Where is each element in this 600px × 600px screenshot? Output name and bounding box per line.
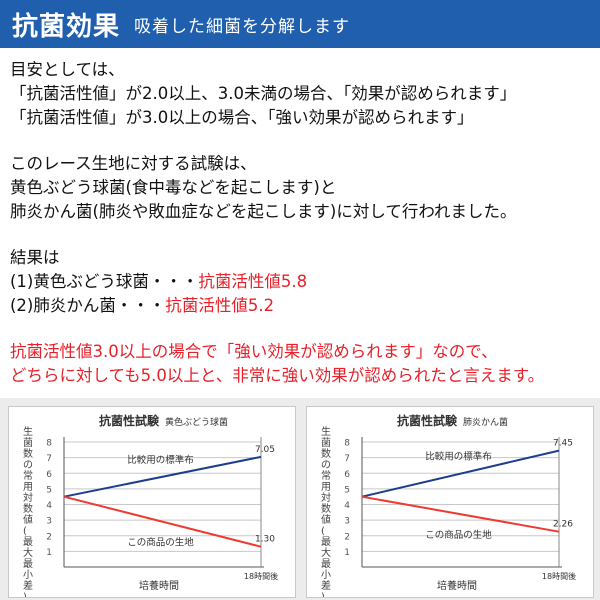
series-end-value: 2.26 bbox=[553, 520, 573, 530]
result-line-1: (1)黄色ぶどう球菌・・・抗菌活性値5.8 bbox=[10, 270, 595, 294]
x-end-tick-label: 18時間後 bbox=[244, 571, 278, 581]
y-tick-label: 1 bbox=[46, 548, 52, 558]
page-title: 抗菌効果 bbox=[12, 11, 121, 42]
y-tick-label: 5 bbox=[344, 485, 350, 495]
text-line: 黄色ぶどう球菌(食中毒などを起こします)と bbox=[10, 178, 337, 197]
series-end-value: 7.05 bbox=[255, 445, 275, 455]
text-line: 「抗菌活性値」が2.0以上、3.0未満の場合、「効果が認められます」 bbox=[10, 84, 517, 103]
series-line-1 bbox=[63, 495, 262, 548]
blank-line bbox=[10, 318, 595, 340]
text-line: 結果は bbox=[10, 248, 60, 267]
chart-title: 抗菌性試験 bbox=[99, 413, 160, 428]
conclusion-line-1: 抗菌活性値3.0以上の場合で「強い効果が認められます」なので、 bbox=[10, 342, 498, 361]
series-end-value: 1.30 bbox=[255, 535, 275, 545]
chart-title: 抗菌性試験 bbox=[397, 413, 458, 428]
y-tick-label: 2 bbox=[46, 532, 52, 542]
y-axis-label: 生菌数の常用対数値(最大最小差) bbox=[23, 425, 33, 597]
y-tick-label: 4 bbox=[344, 501, 350, 511]
blank-line bbox=[10, 130, 595, 152]
header-bar: 抗菌効果 吸着した細菌を分解します bbox=[0, 0, 600, 48]
result-1-value: 抗菌活性値5.8 bbox=[198, 272, 308, 291]
chart-subtitle: 肺炎かん菌 bbox=[463, 416, 508, 428]
result-line-2: (2)肺炎かん菌・・・抗菌活性値5.2 bbox=[10, 294, 595, 318]
blank-line bbox=[10, 224, 595, 246]
series-name-label: この商品の生地 bbox=[425, 529, 492, 541]
series-name-label: 比較用の標準布 bbox=[425, 451, 492, 463]
y-tick-label: 6 bbox=[344, 470, 350, 480]
y-tick-label: 6 bbox=[46, 470, 52, 480]
result-2-value: 抗菌活性値5.2 bbox=[165, 296, 275, 315]
x-end-tick-label: 18時間後 bbox=[542, 571, 576, 581]
text-line: このレース生地に対する試験は、 bbox=[10, 154, 257, 173]
charts-panel: 抗菌性試験黄色ぶどう球菌12345678生菌数の常用対数値(最大最小差)培養時間… bbox=[0, 398, 600, 600]
y-axis-label: 生菌数の常用対数値(最大最小差) bbox=[321, 425, 331, 597]
series-name-label: 比較用の標準布 bbox=[127, 454, 194, 466]
y-tick-label: 7 bbox=[344, 454, 350, 464]
series-line-0 bbox=[361, 449, 560, 498]
conclusion-line-2: どちらに対しても5.0以上と、非常に強い効果が認められたと言えます。 bbox=[10, 366, 545, 385]
chart-subtitle: 黄色ぶどう球菌 bbox=[165, 416, 228, 428]
y-tick-label: 4 bbox=[46, 501, 52, 511]
description-text: 目安としては、 「抗菌活性値」が2.0以上、3.0未満の場合、「効果が認められま… bbox=[10, 58, 595, 388]
y-tick-label: 2 bbox=[344, 532, 350, 542]
series-line-0 bbox=[63, 455, 262, 498]
y-tick-label: 3 bbox=[344, 517, 350, 527]
text-line: 肺炎かん菌(肺炎や敗血症などを起こします)に対して行われました。 bbox=[10, 202, 517, 221]
text-line: 目安としては、 bbox=[10, 60, 125, 79]
y-tick-label: 3 bbox=[46, 517, 52, 527]
series-name-label: この商品の生地 bbox=[127, 537, 194, 549]
x-axis-label: 培養時間 bbox=[437, 579, 477, 592]
y-tick-label: 7 bbox=[46, 454, 52, 464]
x-axis-label: 培養時間 bbox=[139, 579, 179, 592]
y-tick-label: 5 bbox=[46, 485, 52, 495]
page-subtitle: 吸着した細菌を分解します bbox=[134, 16, 351, 37]
y-tick-label: 8 bbox=[344, 439, 350, 449]
series-line-1 bbox=[361, 495, 560, 533]
y-tick-label: 1 bbox=[344, 548, 350, 558]
result-1-label: (1)黄色ぶどう球菌・・・ bbox=[10, 272, 199, 291]
text-line: 「抗菌活性値」が3.0以上の場合、「強い効果が認められます」 bbox=[10, 108, 474, 127]
series-end-value: 7.45 bbox=[553, 439, 573, 449]
result-2-label: (2)肺炎かん菌・・・ bbox=[10, 296, 166, 315]
y-tick-label: 8 bbox=[46, 439, 52, 449]
